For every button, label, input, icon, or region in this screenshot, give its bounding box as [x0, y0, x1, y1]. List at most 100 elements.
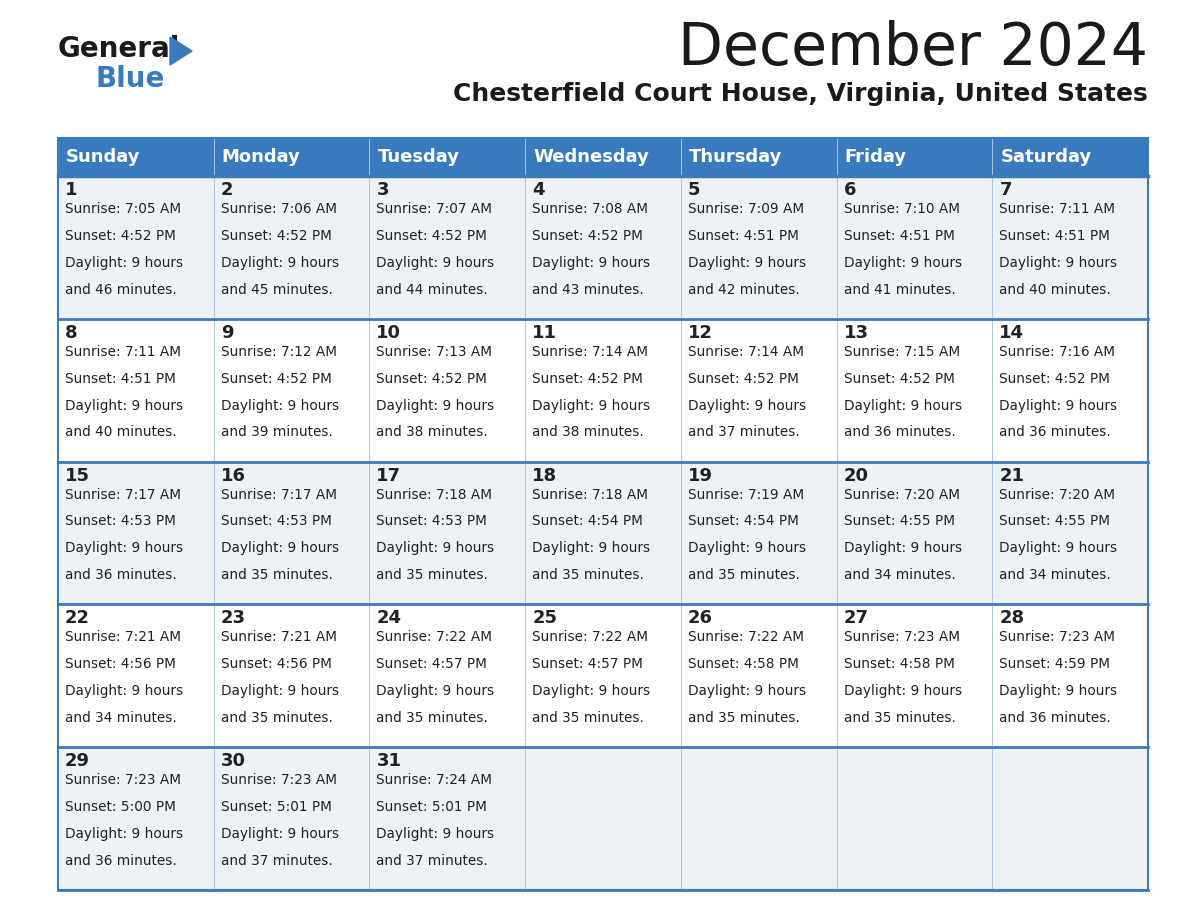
Text: Daylight: 9 hours: Daylight: 9 hours	[843, 256, 962, 270]
Text: Sunrise: 7:12 AM: Sunrise: 7:12 AM	[221, 345, 336, 359]
Bar	[214, 462, 369, 604]
Text: and 42 minutes.: and 42 minutes.	[688, 283, 800, 297]
Text: and 36 minutes.: and 36 minutes.	[65, 568, 177, 582]
Text: Sunset: 5:01 PM: Sunset: 5:01 PM	[377, 800, 487, 814]
Bar	[214, 319, 369, 462]
Bar	[836, 319, 992, 462]
Text: and 35 minutes.: and 35 minutes.	[532, 568, 644, 582]
Bar	[992, 462, 1148, 604]
Text: Sunset: 4:58 PM: Sunset: 4:58 PM	[843, 657, 954, 671]
Text: Sunrise: 7:10 AM: Sunrise: 7:10 AM	[843, 202, 960, 216]
Text: Thursday: Thursday	[689, 148, 782, 166]
Text: 10: 10	[377, 324, 402, 341]
Text: Sunrise: 7:23 AM: Sunrise: 7:23 AM	[221, 773, 336, 788]
Text: Daylight: 9 hours: Daylight: 9 hours	[377, 827, 494, 841]
Bar	[525, 462, 681, 604]
Bar	[992, 747, 1148, 890]
Bar	[681, 462, 836, 604]
Text: Daylight: 9 hours: Daylight: 9 hours	[65, 827, 183, 841]
Text: Sunrise: 7:11 AM: Sunrise: 7:11 AM	[999, 202, 1116, 216]
Text: Daylight: 9 hours: Daylight: 9 hours	[221, 684, 339, 698]
Text: Sunrise: 7:17 AM: Sunrise: 7:17 AM	[65, 487, 181, 501]
Text: 24: 24	[377, 610, 402, 627]
Text: Sunset: 4:54 PM: Sunset: 4:54 PM	[532, 514, 643, 529]
Text: Sunset: 4:51 PM: Sunset: 4:51 PM	[843, 229, 954, 243]
Text: Sunrise: 7:23 AM: Sunrise: 7:23 AM	[999, 631, 1116, 644]
Text: and 35 minutes.: and 35 minutes.	[377, 711, 488, 725]
Bar	[214, 747, 369, 890]
Bar	[836, 604, 992, 747]
Text: 8: 8	[65, 324, 77, 341]
Bar	[58, 138, 214, 176]
Bar	[992, 319, 1148, 462]
Text: and 36 minutes.: and 36 minutes.	[999, 711, 1111, 725]
Bar	[58, 319, 214, 462]
Text: 16: 16	[221, 466, 246, 485]
Text: Sunrise: 7:19 AM: Sunrise: 7:19 AM	[688, 487, 804, 501]
Text: Sunset: 4:53 PM: Sunset: 4:53 PM	[221, 514, 331, 529]
Text: and 45 minutes.: and 45 minutes.	[221, 283, 333, 297]
Text: Daylight: 9 hours: Daylight: 9 hours	[688, 542, 805, 555]
Bar	[681, 747, 836, 890]
Text: Daylight: 9 hours: Daylight: 9 hours	[999, 398, 1118, 412]
Text: Sunrise: 7:18 AM: Sunrise: 7:18 AM	[377, 487, 493, 501]
Text: Daylight: 9 hours: Daylight: 9 hours	[65, 542, 183, 555]
Text: Daylight: 9 hours: Daylight: 9 hours	[377, 542, 494, 555]
Text: and 40 minutes.: and 40 minutes.	[65, 425, 177, 440]
Text: Daylight: 9 hours: Daylight: 9 hours	[843, 684, 962, 698]
Bar	[58, 176, 214, 319]
Text: Daylight: 9 hours: Daylight: 9 hours	[377, 256, 494, 270]
Text: Monday: Monday	[222, 148, 301, 166]
Text: and 35 minutes.: and 35 minutes.	[843, 711, 955, 725]
Text: Sunrise: 7:16 AM: Sunrise: 7:16 AM	[999, 345, 1116, 359]
Bar	[836, 138, 992, 176]
Bar	[369, 319, 525, 462]
Text: Sunset: 4:53 PM: Sunset: 4:53 PM	[377, 514, 487, 529]
Text: 28: 28	[999, 610, 1024, 627]
Text: Friday: Friday	[845, 148, 906, 166]
Text: Sunrise: 7:22 AM: Sunrise: 7:22 AM	[688, 631, 804, 644]
Bar	[58, 747, 214, 890]
Text: Daylight: 9 hours: Daylight: 9 hours	[532, 398, 650, 412]
Bar	[681, 604, 836, 747]
Text: and 38 minutes.: and 38 minutes.	[377, 425, 488, 440]
Bar	[369, 604, 525, 747]
Text: 6: 6	[843, 181, 857, 199]
Text: 23: 23	[221, 610, 246, 627]
Text: Daylight: 9 hours: Daylight: 9 hours	[688, 398, 805, 412]
Text: and 39 minutes.: and 39 minutes.	[221, 425, 333, 440]
Text: Sunrise: 7:20 AM: Sunrise: 7:20 AM	[999, 487, 1116, 501]
Text: Sunrise: 7:21 AM: Sunrise: 7:21 AM	[221, 631, 336, 644]
Text: and 37 minutes.: and 37 minutes.	[688, 425, 800, 440]
Text: and 37 minutes.: and 37 minutes.	[377, 854, 488, 868]
Bar	[836, 747, 992, 890]
Text: 9: 9	[221, 324, 233, 341]
Text: Sunday: Sunday	[67, 148, 140, 166]
Text: Sunset: 4:52 PM: Sunset: 4:52 PM	[377, 372, 487, 386]
Text: and 35 minutes.: and 35 minutes.	[688, 711, 800, 725]
Bar	[369, 462, 525, 604]
Text: and 35 minutes.: and 35 minutes.	[532, 711, 644, 725]
Text: Daylight: 9 hours: Daylight: 9 hours	[532, 684, 650, 698]
Text: 1: 1	[65, 181, 77, 199]
Text: 15: 15	[65, 466, 90, 485]
Text: 30: 30	[221, 752, 246, 770]
Text: Sunrise: 7:07 AM: Sunrise: 7:07 AM	[377, 202, 493, 216]
Text: Sunset: 5:01 PM: Sunset: 5:01 PM	[221, 800, 331, 814]
Text: Sunrise: 7:08 AM: Sunrise: 7:08 AM	[532, 202, 649, 216]
Text: Daylight: 9 hours: Daylight: 9 hours	[221, 398, 339, 412]
Text: Sunset: 5:00 PM: Sunset: 5:00 PM	[65, 800, 176, 814]
Text: Sunrise: 7:18 AM: Sunrise: 7:18 AM	[532, 487, 649, 501]
Text: Sunset: 4:52 PM: Sunset: 4:52 PM	[221, 229, 331, 243]
Text: and 40 minutes.: and 40 minutes.	[999, 283, 1111, 297]
Text: Sunrise: 7:22 AM: Sunrise: 7:22 AM	[377, 631, 493, 644]
Bar	[214, 604, 369, 747]
Text: Sunrise: 7:15 AM: Sunrise: 7:15 AM	[843, 345, 960, 359]
Text: 12: 12	[688, 324, 713, 341]
Bar	[992, 604, 1148, 747]
Bar	[836, 176, 992, 319]
Text: Daylight: 9 hours: Daylight: 9 hours	[999, 256, 1118, 270]
Text: 5: 5	[688, 181, 701, 199]
Text: Sunrise: 7:20 AM: Sunrise: 7:20 AM	[843, 487, 960, 501]
Text: and 34 minutes.: and 34 minutes.	[65, 711, 177, 725]
